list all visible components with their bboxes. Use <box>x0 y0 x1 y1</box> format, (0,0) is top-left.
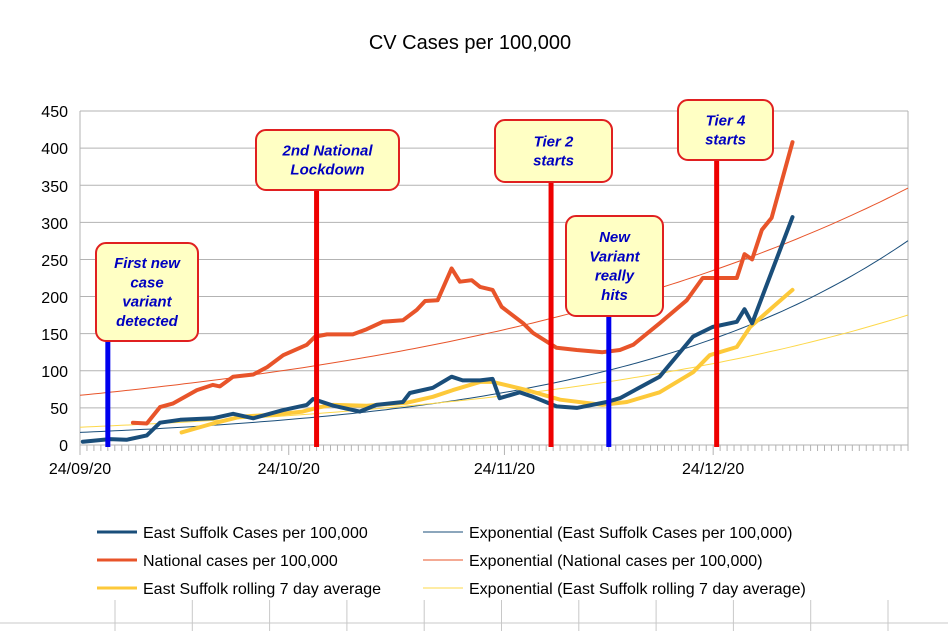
annotations: First new case variant detected 2nd National… <box>95 99 774 447</box>
series-line-1 <box>130 140 795 426</box>
chart-title: CV Cases per 100,000 <box>369 32 571 54</box>
callout-text: First new <box>114 255 181 272</box>
legend-label: Exponential (East Suffolk rolling 7 day … <box>469 581 806 598</box>
series-line-0 <box>80 215 795 444</box>
y-tick-label: 100 <box>41 364 68 381</box>
y-tick-label: 250 <box>41 253 68 270</box>
x-axis-tick-labels: 24/09/20 24/10/20 24/11/20 24/12/20 <box>49 461 745 478</box>
callout-text: Variant <box>589 248 640 265</box>
y-tick-label: 300 <box>41 216 68 233</box>
y-tick-label: 0 <box>59 438 68 455</box>
callout-text: Tier 4 <box>706 112 746 129</box>
callout-text: detected <box>116 313 179 330</box>
spreadsheet-cell-grid <box>0 600 948 631</box>
annotation-callout: 2nd National Lockdown <box>255 129 400 447</box>
callout-text: variant <box>122 294 172 311</box>
x-tick-label: 24/09/20 <box>49 461 111 478</box>
y-tick-label: 400 <box>41 141 68 158</box>
y-tick-label: 150 <box>41 327 68 344</box>
annotation-callout: Tier 4 starts <box>677 99 774 447</box>
callout-text: case <box>130 274 163 291</box>
callout-text: starts <box>705 132 746 149</box>
legend-label: Exponential (East Suffolk Cases per 100,… <box>469 525 792 542</box>
callout-text: Tier 2 <box>534 133 574 150</box>
callout-text: hits <box>601 287 628 304</box>
legend-label: National cases per 100,000 <box>143 553 338 570</box>
annotation-callout: Tier 2 starts <box>494 119 613 447</box>
y-tick-label: 200 <box>41 290 68 307</box>
annotation-callout: New Variant really hits <box>565 215 664 447</box>
legend: East Suffolk Cases per 100,000 National … <box>97 525 806 598</box>
x-tick-label: 24/11/20 <box>474 461 535 478</box>
trendlines <box>79 187 909 433</box>
callout-box <box>95 242 199 342</box>
x-tick-label: 24/12/20 <box>682 461 744 478</box>
callout-text: Lockdown <box>290 162 364 179</box>
trendline-0 <box>79 240 909 433</box>
callout-box <box>565 215 664 317</box>
callout-text: New <box>599 229 631 246</box>
y-axis-ticks: 0 50 100 150 200 250 300 350 400 450 <box>41 104 68 455</box>
legend-label: Exponential (National cases per 100,000) <box>469 553 763 570</box>
annotation-callout: First new case variant detected <box>95 242 199 447</box>
y-tick-label: 50 <box>50 401 68 418</box>
trendline-2 <box>79 314 909 428</box>
y-tick-label: 450 <box>41 104 68 121</box>
x-axis <box>79 445 909 455</box>
callout-text: 2nd National <box>281 142 373 159</box>
x-tick-label: 24/10/20 <box>258 461 320 478</box>
callout-box <box>494 119 613 183</box>
legend-label: East Suffolk rolling 7 day average <box>143 581 381 598</box>
trendline-1 <box>79 187 909 396</box>
callout-box <box>677 99 774 161</box>
y-tick-label: 350 <box>41 179 68 196</box>
callout-box <box>255 129 400 191</box>
legend-label: East Suffolk Cases per 100,000 <box>143 525 368 542</box>
callout-text: starts <box>533 153 574 170</box>
callout-text: really <box>595 268 635 285</box>
